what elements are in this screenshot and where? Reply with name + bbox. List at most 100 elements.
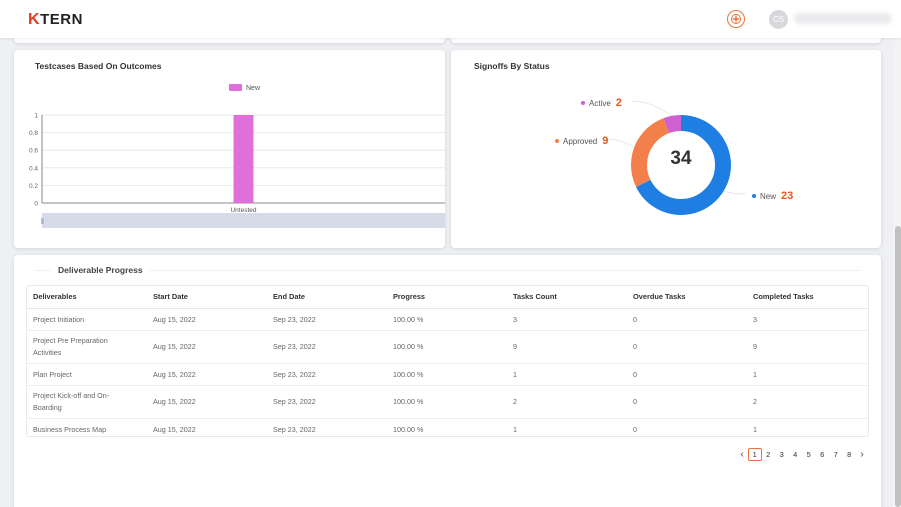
cell-deliverable: Project Kick-off and On-Boarding bbox=[27, 385, 147, 419]
pagination: ‹ 1 2 3 4 5 6 7 8 › bbox=[736, 448, 868, 461]
y-tick-label: 0.6 bbox=[29, 148, 38, 155]
y-tick-label: 0.2 bbox=[29, 183, 38, 190]
cell-deliverable: Plan Project bbox=[27, 363, 147, 386]
legend-dot-icon bbox=[752, 194, 756, 198]
cell-completed-tasks: 1 bbox=[753, 424, 757, 434]
table-row[interactable]: Project Kick-off and On-Boarding Aug 15,… bbox=[27, 385, 868, 419]
cell-overdue-tasks: 0 bbox=[627, 308, 747, 331]
cell-completed-tasks: 3 bbox=[747, 308, 868, 331]
y-tick-label: 0.4 bbox=[29, 165, 38, 172]
top-navigation-bar: KTERN CS bbox=[0, 0, 901, 38]
page-5-button[interactable]: 5 bbox=[806, 450, 811, 459]
donut-label-value: 9 bbox=[602, 135, 609, 147]
cell-tasks-count: 2 bbox=[507, 385, 627, 419]
cell-overdue-tasks: 0 bbox=[627, 385, 747, 419]
y-tick-label: 0 bbox=[34, 201, 38, 208]
table-row[interactable]: Project Initiation Aug 15, 2022 Sep 23, … bbox=[27, 308, 868, 331]
cell-start-date: Aug 15, 2022 bbox=[153, 424, 196, 434]
col-start-date[interactable]: Start Date bbox=[147, 286, 267, 309]
cell-tasks-count: 9 bbox=[507, 330, 627, 364]
logo-prefix: K bbox=[28, 11, 41, 28]
legend-label-new[interactable]: New bbox=[246, 85, 261, 92]
donut-total-value: 34 bbox=[670, 148, 692, 169]
cell-start-date: Aug 15, 2022 bbox=[147, 308, 267, 331]
deliverables-table-container: Deliverables Start Date End Date Progres… bbox=[26, 285, 869, 437]
title-divider bbox=[34, 270, 861, 271]
cell-progress: 100.00 % bbox=[387, 363, 507, 386]
leader-line-new bbox=[723, 190, 747, 195]
zoom-slider-handle[interactable] bbox=[41, 218, 44, 224]
page-1-button[interactable]: 1 bbox=[748, 448, 762, 461]
donut-label-value: 2 bbox=[615, 97, 622, 109]
cell-completed-tasks: 9 bbox=[747, 330, 868, 364]
col-progress[interactable]: Progress bbox=[387, 286, 507, 309]
page-2-button[interactable]: 2 bbox=[766, 450, 771, 459]
app-switcher-icon[interactable] bbox=[727, 10, 745, 28]
table-row[interactable]: Project Pre Preparation Activities Aug 1… bbox=[27, 330, 868, 364]
donut-slice-approved[interactable] bbox=[631, 115, 731, 215]
legend-dot-icon bbox=[555, 139, 559, 143]
cell-deliverable: Business Process Map bbox=[33, 424, 107, 434]
col-completed-tasks[interactable]: Completed Tasks bbox=[747, 286, 868, 309]
ktern-logo[interactable]: KTERN bbox=[28, 11, 83, 29]
cell-end-date: Sep 23, 2022 bbox=[267, 330, 387, 364]
page-4-button[interactable]: 4 bbox=[793, 450, 798, 459]
deliverable-progress-card: Deliverable Progress Deliverables Start … bbox=[14, 255, 881, 507]
page-7-button[interactable]: 7 bbox=[833, 450, 838, 459]
testcases-bar-chart: New 0 0.2 0.4 0.6 0.8 1 Untested bbox=[29, 84, 445, 228]
cell-completed-tasks: 1 bbox=[747, 363, 868, 386]
avatar[interactable]: CS bbox=[769, 10, 788, 29]
table-row[interactable]: Plan Project Aug 15, 2022 Sep 23, 2022 1… bbox=[27, 363, 868, 386]
donut-label-name: New bbox=[760, 191, 777, 201]
pagination-next-button[interactable]: › bbox=[860, 449, 864, 460]
donut-label-new[interactable]: New 23 bbox=[752, 190, 793, 202]
page-8-button[interactable]: 8 bbox=[847, 450, 852, 459]
cell-end-date: Sep 23, 2022 bbox=[267, 385, 387, 419]
pagination-prev-button[interactable]: ‹ bbox=[740, 449, 744, 460]
testcases-card-title: Testcases Based On Outcomes bbox=[35, 61, 162, 71]
page-scrollbar-thumb[interactable] bbox=[895, 226, 901, 507]
donut-label-active[interactable]: Active 2 bbox=[581, 97, 622, 109]
leader-line-active bbox=[630, 100, 673, 117]
page-3-button[interactable]: 3 bbox=[779, 450, 784, 459]
bar-untested-new[interactable] bbox=[233, 115, 254, 203]
cell-completed-tasks: 2 bbox=[747, 385, 868, 419]
donut-label-name: Active bbox=[589, 98, 611, 108]
legend-swatch-new[interactable] bbox=[229, 84, 242, 91]
cell-start-date: Aug 15, 2022 bbox=[147, 385, 267, 419]
cell-start-date: Aug 15, 2022 bbox=[147, 330, 267, 364]
col-end-date[interactable]: End Date bbox=[267, 286, 387, 309]
col-deliverables[interactable]: Deliverables bbox=[27, 286, 147, 309]
deliverable-card-title: Deliverable Progress bbox=[52, 265, 149, 275]
signoffs-status-card: Signoffs By Status 34 Active 2 Approved 9 Ne… bbox=[451, 50, 881, 248]
table-header-row: Deliverables Start Date End Date Progres… bbox=[27, 286, 868, 309]
donut-slices bbox=[631, 115, 731, 215]
donut-label-name: Approved bbox=[563, 136, 598, 146]
y-tick-label: 1 bbox=[34, 113, 38, 120]
donut-label-value: 23 bbox=[781, 190, 794, 202]
signoffs-donut-chart bbox=[604, 100, 747, 215]
username-blurred[interactable] bbox=[794, 13, 892, 24]
logo-text: TERN bbox=[40, 11, 83, 28]
page-6-button[interactable]: 6 bbox=[820, 450, 825, 459]
col-tasks-count[interactable]: Tasks Count bbox=[507, 286, 627, 309]
legend-dot-icon bbox=[581, 101, 585, 105]
cell-overdue-tasks: 0 bbox=[627, 363, 747, 386]
cell-progress: 100.00 % bbox=[393, 424, 424, 434]
cell-progress: 100.00 % bbox=[387, 330, 507, 364]
cell-end-date: Sep 23, 2022 bbox=[273, 424, 316, 434]
signoffs-card-title: Signoffs By Status bbox=[474, 61, 550, 71]
deliverables-table: Deliverables Start Date End Date Progres… bbox=[27, 286, 868, 440]
testcases-outcomes-card: Testcases Based On Outcomes New 0 0.2 0.4 0.… bbox=[14, 50, 445, 248]
donut-slice-active[interactable] bbox=[631, 115, 731, 215]
donut-label-approved[interactable]: Approved 9 bbox=[555, 135, 608, 147]
cell-start-date: Aug 15, 2022 bbox=[147, 363, 267, 386]
cell-overdue-tasks: 0 bbox=[627, 330, 747, 364]
cell-tasks-count: 3 bbox=[507, 308, 627, 331]
zoom-range-slider[interactable] bbox=[42, 213, 445, 228]
cell-deliverable: Project Initiation bbox=[27, 308, 147, 331]
table-row[interactable]: Business Process Map Aug 15, 2022 Sep 23… bbox=[27, 418, 868, 440]
leader-line-approved bbox=[604, 138, 635, 148]
col-overdue-tasks[interactable]: Overdue Tasks bbox=[627, 286, 747, 309]
cell-tasks-count: 1 bbox=[513, 424, 517, 434]
